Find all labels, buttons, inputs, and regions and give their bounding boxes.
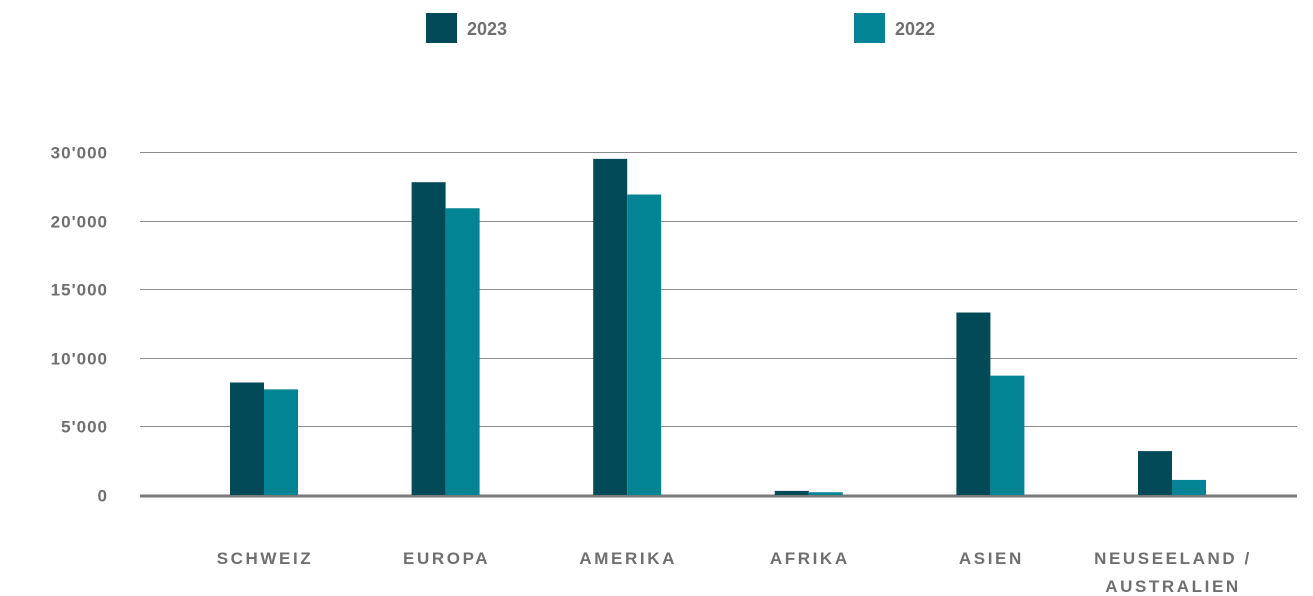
bar-2023-1 [411,182,446,495]
legend-label-2022: 2022 [895,19,935,39]
bar-2023-4 [956,312,991,495]
gridlines [140,152,1297,498]
y-tick-label: 20'000 [51,213,108,232]
x-category-label: NEUSEELAND / [1094,549,1252,568]
bar-2022-4 [990,375,1025,495]
bar-2023-2 [593,158,628,496]
legend-label-2023: 2023 [467,19,507,39]
bar-2022-3 [808,492,843,495]
x-category-label: AFRIKA [770,549,850,568]
bar-2023-5 [1138,451,1172,495]
legend-swatch-2023 [426,13,457,43]
y-tick-label: 10'000 [51,350,108,369]
bar-2022-2 [627,194,662,496]
bar-2023-0 [230,382,264,495]
x-category-label: AUSTRALIEN [1105,577,1241,596]
bars [230,158,1206,496]
y-axis: 0 5'000 10'000 15'000 20'000 30'000 [51,144,108,506]
bar-2022-1 [445,208,480,495]
bar-2022-5 [1172,479,1206,495]
x-category-label: ASIEN [959,549,1024,568]
x-category-label: SCHWEIZ [217,549,314,568]
legend-swatch-2022 [854,13,885,43]
x-category-label: AMERIKA [579,549,677,568]
y-tick-label: 15'000 [51,281,108,300]
y-tick-label: 30'000 [51,144,108,163]
legend: 2023 2022 [426,13,935,43]
x-category-label: EUROPA [403,549,490,568]
bar-2023-3 [774,490,809,495]
x-axis: SCHWEIZ EUROPA AMERIKA AFRIKA ASIEN NEUSEELAN… [217,549,1252,596]
y-tick-label: 5'000 [61,418,108,437]
y-tick-label: 0 [98,487,108,506]
bar-2022-0 [264,389,298,495]
